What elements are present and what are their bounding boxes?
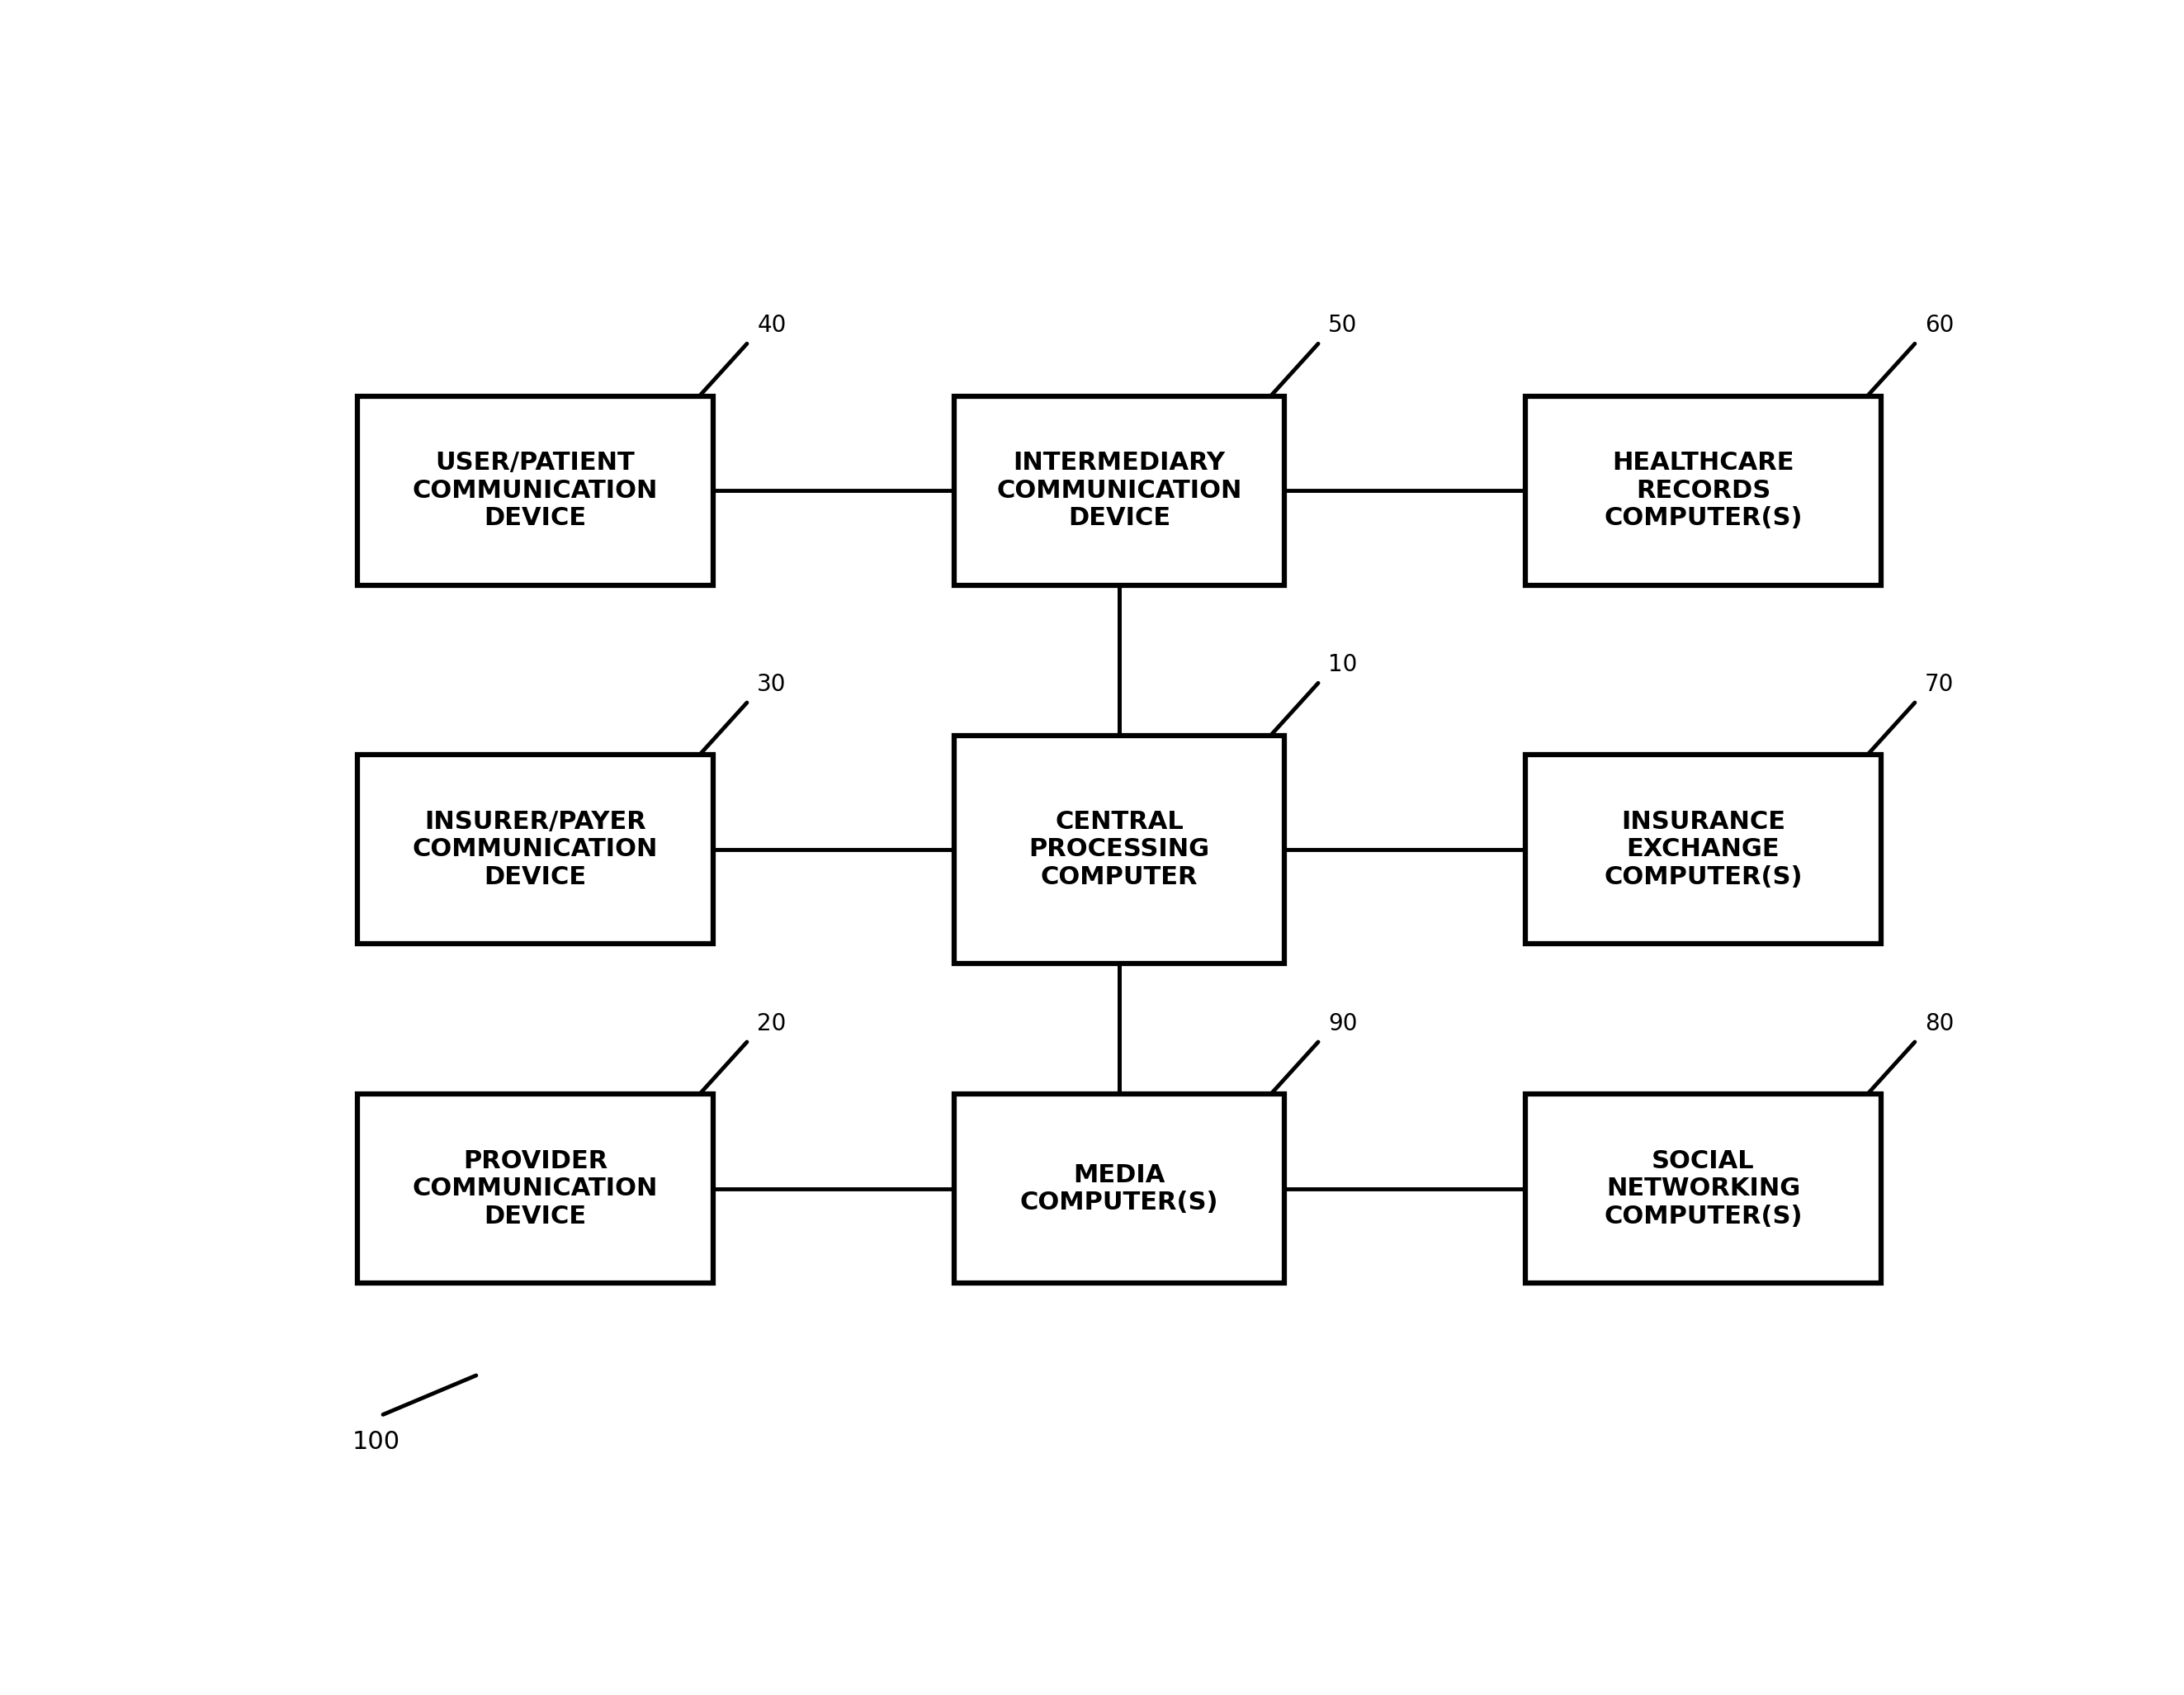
- Text: 100: 100: [352, 1431, 400, 1454]
- Text: USER/PATIENT
COMMUNICATION
DEVICE: USER/PATIENT COMMUNICATION DEVICE: [413, 451, 657, 531]
- Text: 90: 90: [1328, 1012, 1358, 1036]
- Text: PROVIDER
COMMUNICATION
DEVICE: PROVIDER COMMUNICATION DEVICE: [413, 1149, 657, 1229]
- FancyBboxPatch shape: [358, 754, 714, 944]
- FancyBboxPatch shape: [954, 1095, 1284, 1283]
- Text: 80: 80: [1924, 1012, 1955, 1036]
- Text: CENTRAL
PROCESSING
COMPUTER: CENTRAL PROCESSING COMPUTER: [1029, 810, 1210, 890]
- Text: 10: 10: [1328, 653, 1358, 676]
- Text: MEDIA
COMPUTER(S): MEDIA COMPUTER(S): [1020, 1163, 1219, 1215]
- FancyBboxPatch shape: [358, 397, 714, 585]
- FancyBboxPatch shape: [1524, 754, 1880, 944]
- Text: HEALTHCARE
RECORDS
COMPUTER(S): HEALTHCARE RECORDS COMPUTER(S): [1603, 451, 1802, 531]
- Text: 60: 60: [1924, 314, 1955, 337]
- FancyBboxPatch shape: [358, 1095, 714, 1283]
- FancyBboxPatch shape: [954, 736, 1284, 964]
- Text: INTERMEDIARY
COMMUNICATION
DEVICE: INTERMEDIARY COMMUNICATION DEVICE: [996, 451, 1243, 531]
- Text: 30: 30: [758, 673, 786, 697]
- Text: INSURANCE
EXCHANGE
COMPUTER(S): INSURANCE EXCHANGE COMPUTER(S): [1603, 810, 1802, 890]
- Text: 50: 50: [1328, 314, 1358, 337]
- FancyBboxPatch shape: [954, 397, 1284, 585]
- Text: INSURER/PAYER
COMMUNICATION
DEVICE: INSURER/PAYER COMMUNICATION DEVICE: [413, 810, 657, 890]
- FancyBboxPatch shape: [1524, 1095, 1880, 1283]
- Text: 40: 40: [758, 314, 786, 337]
- Text: SOCIAL
NETWORKING
COMPUTER(S): SOCIAL NETWORKING COMPUTER(S): [1603, 1149, 1802, 1229]
- Text: 70: 70: [1924, 673, 1955, 697]
- FancyBboxPatch shape: [1524, 397, 1880, 585]
- Text: 20: 20: [758, 1012, 786, 1036]
